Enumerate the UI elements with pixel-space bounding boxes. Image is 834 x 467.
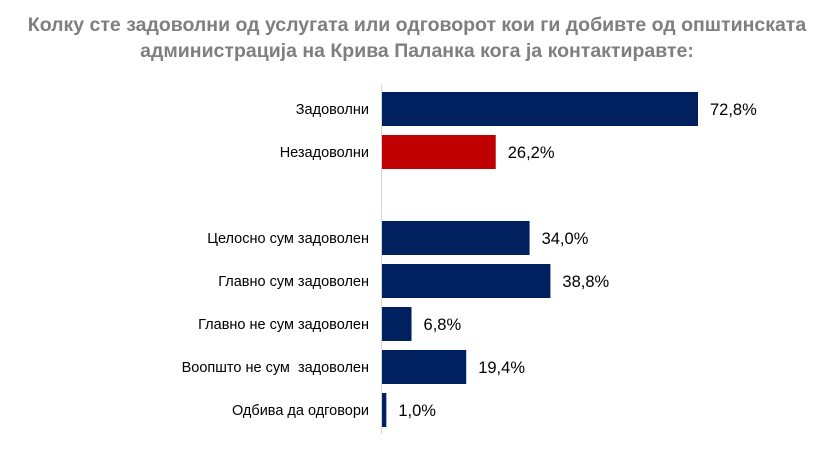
value-label-5: 6,8% — [424, 316, 462, 334]
category-label-6: Воопшто не сум задоволен — [182, 360, 369, 376]
bar-0 — [382, 92, 698, 126]
category-label-3: Целосно сум задоволен — [207, 231, 369, 247]
category-labels-group: Задоволни Незадоволни Целосно сум задоволе… — [182, 102, 369, 419]
bar-4 — [382, 264, 551, 298]
category-label-1: Незадоволни — [280, 145, 369, 161]
bar-5 — [382, 307, 412, 341]
bar-1 — [382, 135, 496, 169]
bar-3 — [382, 221, 530, 255]
value-label-6: 19,4% — [478, 359, 525, 377]
category-label-7: Одбива да одговори — [232, 403, 369, 419]
chart-title-line-1: Колку сте задоволни од услугата или одго… — [27, 14, 807, 36]
bars-group — [382, 92, 698, 427]
category-label-0: Задоволни — [296, 102, 369, 118]
value-label-0: 72,8% — [710, 101, 757, 119]
category-label-5: Главно не сум задоволен — [198, 317, 369, 333]
bar-7 — [382, 393, 387, 427]
value-label-4: 38,8% — [562, 273, 609, 291]
value-labels-group: 72,8% 26,2% 34,0% 38,8% 6,8% 19,4% 1,0% — [398, 101, 757, 420]
value-label-3: 34,0% — [542, 230, 589, 248]
bar-6 — [382, 350, 467, 384]
value-label-7: 1,0% — [398, 402, 436, 420]
value-label-1: 26,2% — [508, 144, 555, 162]
chart-title-line-2: администрација на Крива Паланка кога ја … — [140, 40, 694, 62]
category-label-4: Главно сум задоволен — [218, 274, 369, 290]
chart-title: Колку сте задоволни од услугата или одго… — [0, 12, 834, 64]
